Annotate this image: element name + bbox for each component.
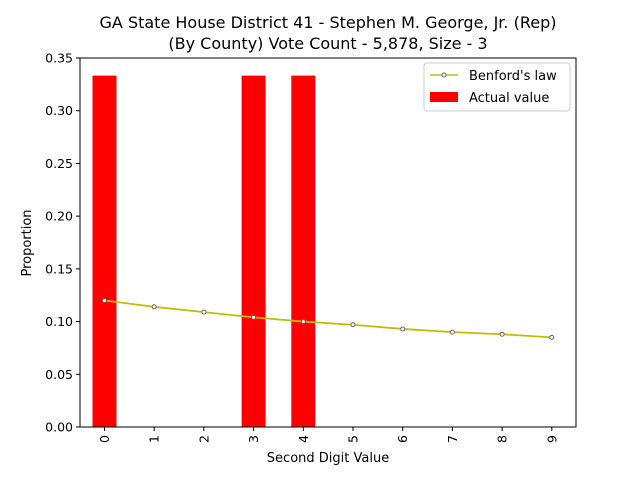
benford-point-7 <box>449 329 455 335</box>
x-tick-label: 5 <box>346 435 361 443</box>
benford-line <box>104 299 552 339</box>
benford-point-0 <box>102 297 107 303</box>
bar-3 <box>241 75 266 428</box>
benford-point-4 <box>300 319 306 325</box>
benford-point-8 <box>499 331 505 337</box>
x-tick-label: 7 <box>445 435 460 443</box>
y-tick-label: 0.30 <box>45 103 73 118</box>
x-tick-label: 8 <box>495 435 510 443</box>
x-tick-label: 0 <box>97 435 112 443</box>
x-tick-label: 6 <box>395 435 410 443</box>
x-axis-label: Second Digit Value <box>267 451 389 466</box>
benford-point-2 <box>201 309 207 315</box>
legend: Benford's law Actual value <box>423 62 571 112</box>
legend-actual-label: Actual value <box>469 91 549 106</box>
plot-frame <box>79 57 577 428</box>
legend-bar-swatch <box>430 92 458 102</box>
chart-title-line-1: GA State House District 41 - Stephen M. … <box>100 13 557 32</box>
y-tick-label: 0.10 <box>45 314 73 329</box>
benford-line-group <box>102 297 555 340</box>
y-tick-label: 0.00 <box>45 420 73 435</box>
y-tick-label: 0.15 <box>45 261 73 276</box>
x-tick-label: 2 <box>196 435 211 443</box>
x-tick-label: 4 <box>296 435 311 443</box>
x-tick-label: 1 <box>147 435 162 443</box>
benford-point-6 <box>400 326 406 332</box>
x-axis: 0 1 2 3 4 5 6 7 8 9 <box>97 427 559 443</box>
bar-4 <box>291 75 316 428</box>
chart-title-line-2: (By County) Vote Count - 5,878, Size - 3 <box>168 34 487 53</box>
benford-point-9 <box>549 334 555 340</box>
bars-group <box>92 75 316 428</box>
legend-box <box>423 62 571 112</box>
legend-benford-label: Benford's law <box>469 69 557 84</box>
y-axis: 0.00 0.05 0.10 0.15 0.20 0.25 0.30 0.35 <box>45 51 80 435</box>
y-tick-label: 0.05 <box>45 367 73 382</box>
benford-point-3 <box>251 314 257 320</box>
x-tick-label: 9 <box>544 435 559 443</box>
y-tick-label: 0.25 <box>45 156 73 171</box>
y-tick-label: 0.20 <box>45 209 73 224</box>
bar-0 <box>92 75 117 428</box>
y-tick-label: 0.35 <box>45 51 73 66</box>
x-tick-label: 3 <box>246 435 261 443</box>
benford-point-1 <box>151 304 157 310</box>
y-axis-label: Proportion <box>20 209 35 276</box>
benford-point-5 <box>350 322 356 328</box>
legend-line-marker <box>441 72 447 78</box>
